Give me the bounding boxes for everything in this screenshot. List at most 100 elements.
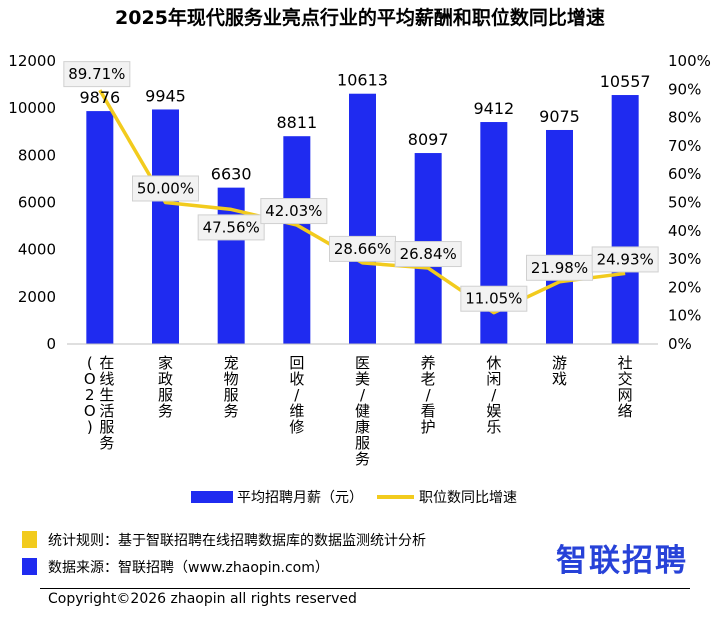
category-label-char: 游 [552, 354, 567, 372]
category-label-char: ) [87, 418, 93, 436]
growth-line [98, 89, 626, 315]
category-label-char: 养 [421, 354, 436, 372]
right-axis-tick: 10% [668, 307, 701, 325]
category-label-char: 生 [99, 386, 114, 404]
category-label-char: 美 [355, 370, 370, 388]
right-axis-tick: 70% [668, 137, 701, 155]
category-label-char: 娱 [486, 402, 501, 420]
brand-logo: 智联招聘 [556, 543, 688, 579]
category-label-char: 2 [85, 386, 95, 404]
footer-divider [40, 588, 690, 589]
category-label-char: 络 [618, 402, 633, 420]
category-label: 回收/维修 [289, 354, 304, 436]
growth-label-box [197, 214, 265, 241]
category-label: 养老/看护 [421, 354, 436, 436]
category-label-char: 务 [158, 402, 173, 420]
category-label: 休闲/娱乐 [486, 354, 501, 436]
category-label-char: 服 [355, 434, 370, 452]
category-label-char: 社 [618, 354, 633, 372]
right-axis-tick: 100% [668, 52, 711, 70]
category-label-char: 戏 [552, 370, 567, 388]
growth-label-box [460, 285, 528, 312]
growth-value-label: 24.93% [597, 250, 654, 268]
left-axis-tick: 4000 [18, 241, 56, 259]
rule-text: 统计规则：基于智联招聘在线招聘数据库的数据监测统计分析 [48, 533, 426, 549]
category-label-char: 老 [421, 370, 436, 388]
salary-value-label: 9945 [145, 86, 186, 105]
category-label-char: 宠 [224, 354, 239, 372]
legend-line-label: 职位数同比增速 [419, 490, 517, 506]
category-label: 游戏 [552, 354, 567, 388]
category-label-char: 务 [224, 402, 239, 420]
right-axis-tick: 50% [668, 194, 701, 212]
category-label-char: 护 [421, 418, 436, 436]
category-label-char: 医 [355, 354, 370, 372]
growth-value-label: 89.71% [68, 65, 125, 83]
category-label-char: 网 [618, 386, 633, 404]
category-label-char: 活 [99, 402, 114, 420]
category-label-char: / [294, 386, 300, 404]
category-label-char: 线 [99, 370, 114, 388]
salary-value-label: 9876 [79, 88, 120, 107]
right-axis-tick: 20% [668, 278, 701, 296]
salary-bar [86, 111, 114, 344]
salary-bar [349, 93, 376, 344]
left-axis-tick: 12000 [8, 52, 56, 70]
category-label-char: O [84, 402, 96, 420]
left-axis-tick: 8000 [18, 146, 56, 164]
legend-bar-label: 平均招聘月薪（元） [237, 490, 363, 506]
salary-bar [546, 129, 573, 344]
right-axis-tick: 0% [668, 335, 692, 353]
category-label-char: O [84, 370, 96, 388]
chart: 2025年现代服务业亮点行业的平均薪酬和职位数同比增速 0 2000 4000 6000… [8, 6, 711, 506]
category-label-char: 维 [289, 402, 304, 420]
growth-label-box [591, 246, 659, 273]
salary-value-label: 10557 [600, 72, 651, 91]
category-label-char: 服 [99, 418, 114, 436]
salary-value-label: 8811 [276, 113, 317, 132]
salary-bar [283, 136, 311, 344]
category-label-char: 健 [355, 402, 370, 420]
left-axis-tick: 0 [46, 335, 56, 353]
category-label-char: 务 [99, 434, 114, 452]
category-label-char: 家 [158, 354, 173, 372]
category-label-char: 闲 [486, 370, 501, 388]
category-label-char: 服 [158, 386, 173, 404]
salary-value-label: 6630 [211, 165, 252, 184]
category-label-char: 服 [224, 386, 239, 404]
category-label-char: 收 [289, 370, 304, 388]
source-text: 数据来源：智联招聘（www.zhaopin.com） [48, 560, 329, 576]
salary-bar [217, 187, 245, 344]
right-axis-tick: 30% [668, 250, 701, 268]
category-label-char: 交 [618, 370, 633, 388]
growth-label-box [132, 175, 199, 202]
category-label-char: 看 [421, 402, 436, 420]
category-label-char: 修 [289, 418, 304, 436]
right-axis-tick: 40% [668, 222, 701, 240]
salary-value-label: 10613 [337, 71, 388, 90]
category-label-char: 回 [289, 354, 304, 372]
growth-value-label: 28.66% [334, 240, 391, 258]
copyright-text: Copyright©2026 zhaopin all rights reserv… [48, 591, 357, 607]
right-axis-tick: 80% [668, 109, 701, 127]
growth-value-label: 21.98% [531, 259, 588, 277]
legend-bar-swatch [191, 491, 233, 503]
category-label-char: ( [87, 354, 93, 372]
left-axis-tick: 6000 [18, 194, 56, 212]
growth-value-label: 47.56% [203, 218, 260, 236]
growth-value-label: 50.00% [137, 180, 194, 198]
growth-value-label: 11.05% [465, 290, 522, 308]
right-axis-tick: 90% [668, 80, 701, 98]
category-label-char: / [491, 386, 497, 404]
left-axis-tick: 2000 [18, 288, 56, 306]
rule-legend-square [22, 531, 37, 548]
category-label-char: / [360, 386, 366, 404]
right-axis-tick: 60% [668, 165, 701, 183]
salary-bar [611, 95, 639, 344]
growth-label-box [63, 61, 131, 88]
